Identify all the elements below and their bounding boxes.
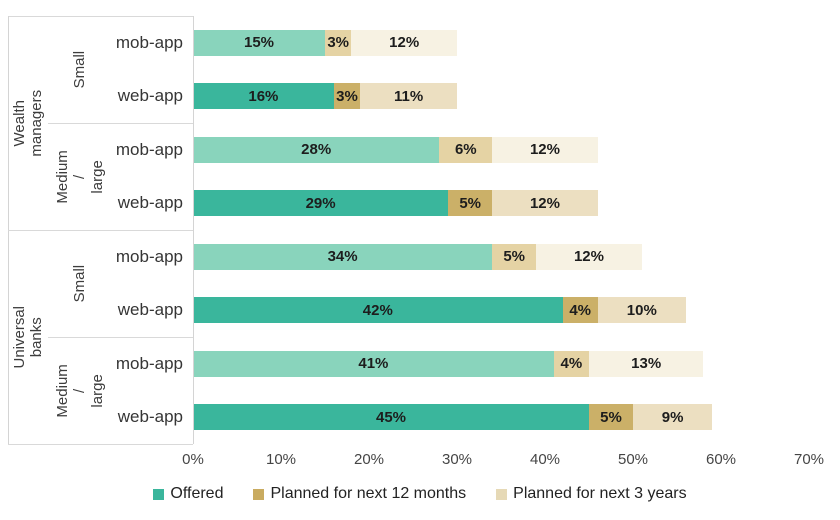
bar-row: 29% 5% 12% [193,190,598,217]
bar-segment-planned-3y: 11% [360,83,457,110]
bar-segment-planned-12m: 3% [333,83,361,110]
bar-segment-planned-3y: 12% [492,190,598,217]
legend-swatch [496,488,508,500]
legend-label: Planned for next 3 years [513,485,687,502]
bar-row: 34% 5% 12% [193,243,642,270]
sector-label-wrap: Universal banks [8,230,48,444]
bar-value-label: 5% [459,194,482,212]
bar-row: 16% 3% 11% [193,83,457,110]
bar-value-label: 3% [327,34,350,52]
bar-value-label: 5% [503,248,526,266]
bar-row: 42% 4% 10% [193,297,686,324]
app-label: mob-app [115,32,183,52]
bar-value-label: 6% [454,141,477,159]
legend: Offered Planned for next 12 months Planned… [0,482,840,506]
bar-value-label: 16% [248,87,279,105]
bar-segment-offered: 42% [193,297,563,324]
bar-segment-offered: 16% [193,83,334,110]
bar-value-label: 41% [358,355,389,373]
size-label: Small [71,50,89,89]
bar-value-label: 13% [631,355,662,373]
x-tick-label: 30% [441,451,473,468]
legend-label: Offered [170,485,224,502]
sector-label: Wealth managers [10,89,46,157]
bar-value-label: 42% [362,301,393,319]
app-label: mob-app [115,246,183,266]
bar-value-label: 12% [573,248,604,266]
size-divider [48,337,193,338]
bar-segment-planned-12m: 6% [439,136,493,163]
bar-segment-planned-12m: 5% [448,190,493,217]
bar-row: 45% 5% 9% [193,404,713,431]
bar-value-label: 34% [327,248,358,266]
app-label: mob-app [115,139,183,159]
x-tick-label: 10% [265,451,297,468]
panel-bottom-border [8,444,193,445]
bar-value-label: 29% [305,194,336,212]
bar-segment-planned-12m: 4% [562,297,598,324]
app-label: web-app [117,300,183,320]
x-tick-label: 40% [529,451,561,468]
legend-item: Planned for next 12 months [253,485,466,503]
app-label: mob-app [115,353,183,373]
sector-label: Universal banks [10,305,45,369]
bar-value-label: 4% [560,355,583,373]
bar-value-label: 4% [569,301,592,319]
bar-row: 15% 3% 12% [193,29,457,56]
bar-segment-planned-3y: 12% [492,136,598,163]
app-label: web-app [117,86,183,106]
legend-swatch [253,488,265,500]
bar-value-label: 9% [661,408,684,426]
bar-value-label: 5% [600,408,622,426]
x-tick-label: 70% [793,451,825,468]
bar-segment-planned-12m: 5% [492,243,537,270]
bar-segment-offered: 41% [193,350,554,377]
legend-item: Offered [153,485,223,503]
bar-segment-planned-3y: 13% [588,350,704,377]
bar-segment-planned-12m: 4% [553,350,589,377]
bar-segment-planned-3y: 12% [351,29,457,56]
bar-value-label: 12% [529,141,560,159]
app-label: web-app [117,193,183,213]
size-label: Small [71,264,89,303]
bar-value-label: 11% [393,87,424,105]
y-axis-line [193,16,194,444]
bar-value-label: 12% [529,194,560,212]
bar-value-label: 15% [243,34,275,52]
bar-segment-offered: 28% [193,136,440,163]
x-tick-label: 50% [617,451,649,468]
legend-label: Planned for next 12 months [270,485,467,502]
bar-segment-planned-3y: 9% [633,404,713,431]
legend-swatch [153,488,165,500]
x-tick-label: 0% [182,451,204,468]
panel-top-border [8,16,193,17]
bar-row: 41% 4% 13% [193,350,704,377]
bar-segment-planned-3y: 10% [597,297,686,324]
bar-segment-planned-3y: 12% [536,243,642,270]
sector-divider [8,230,193,231]
sector-label-wrap: Wealth managers [8,16,48,230]
x-tick-label: 60% [705,451,737,468]
legend-item: Planned for next 3 years [496,485,687,503]
bar-segment-offered: 29% [193,190,449,217]
x-tick-label: 20% [353,451,385,468]
bar-value-label: 12% [389,34,420,52]
bar-row: 28% 6% 12% [193,136,598,163]
bar-value-label: 45% [375,408,407,426]
bar-value-label: 3% [336,87,358,105]
bar-value-label: 10% [626,301,657,319]
app-label: web-app [117,407,183,427]
bar-segment-offered: 45% [193,404,589,431]
bar-segment-offered: 34% [193,243,493,270]
bar-segment-offered: 15% [193,29,325,56]
bar-segment-planned-12m: 3% [325,29,352,56]
bar-value-label: 28% [301,141,332,159]
size-divider [48,123,193,124]
bar-segment-planned-12m: 5% [589,404,633,431]
